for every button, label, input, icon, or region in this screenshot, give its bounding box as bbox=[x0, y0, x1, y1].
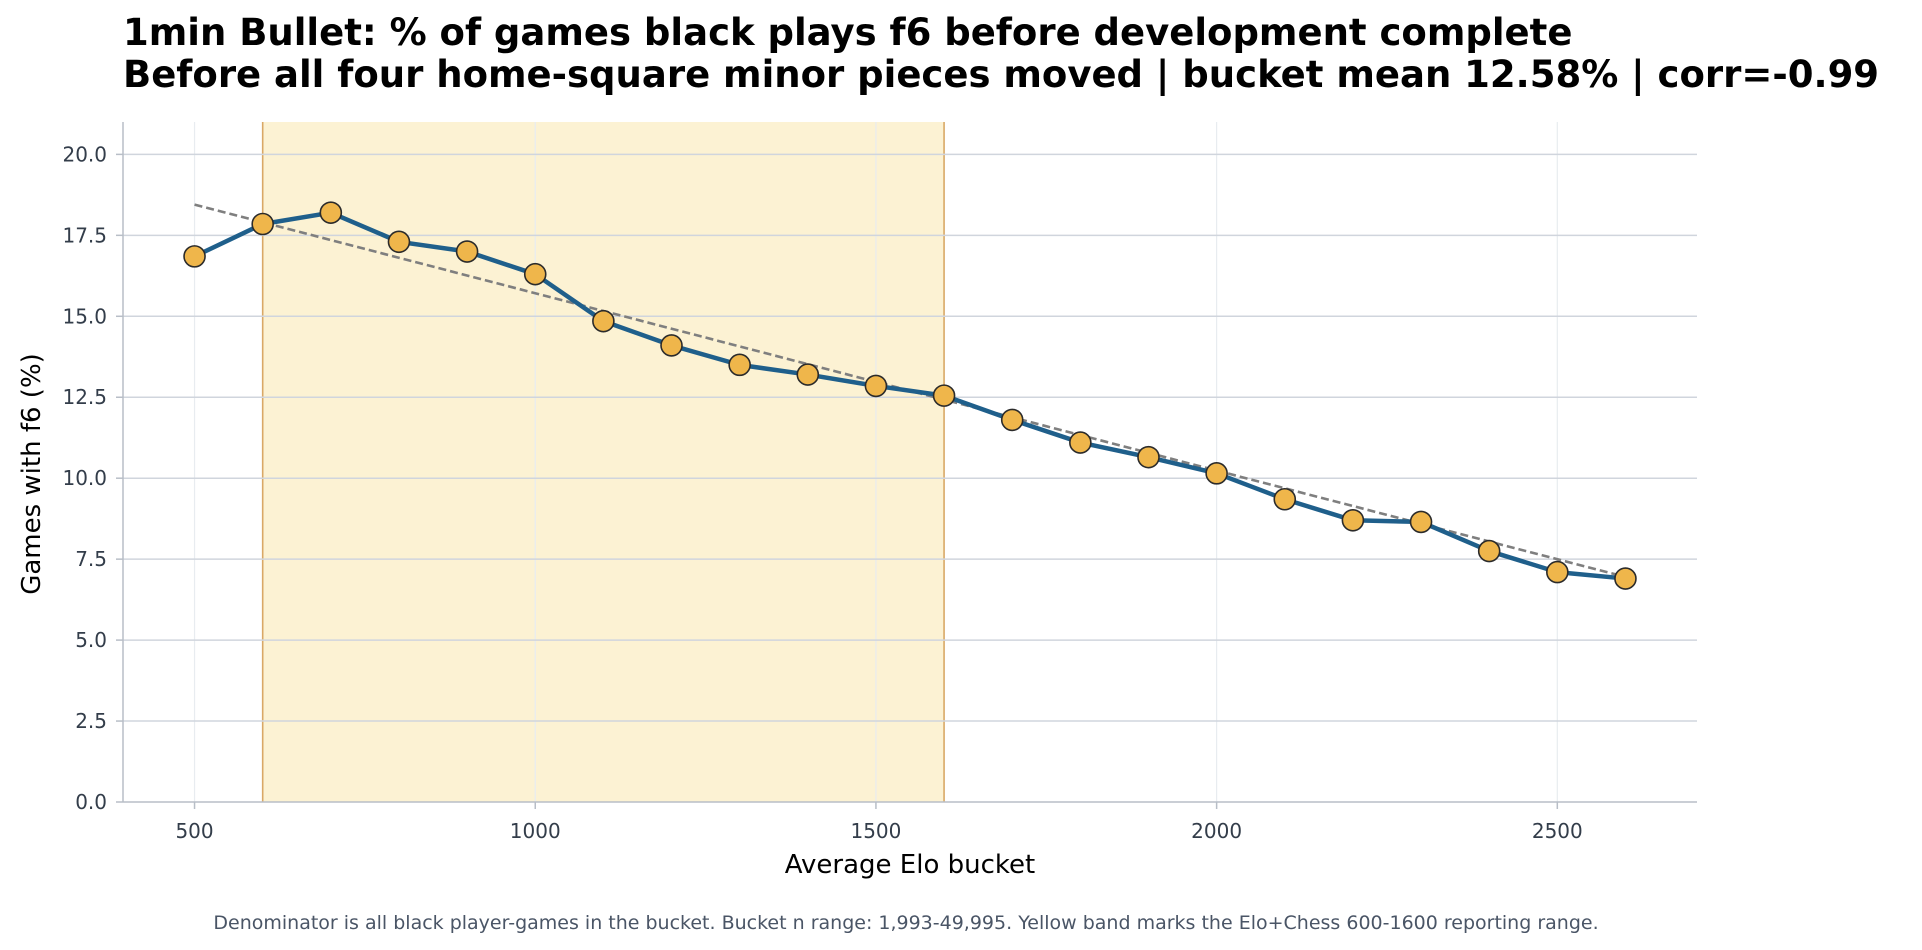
x-axis-label: Average Elo bucket bbox=[785, 850, 1035, 880]
data-point bbox=[932, 384, 956, 407]
y-tick-label: 20.0 bbox=[62, 142, 107, 166]
data-point bbox=[387, 230, 411, 254]
y-tick-label: 15.0 bbox=[62, 304, 107, 328]
x-tick-label: 500 bbox=[175, 819, 213, 843]
highlight-band-layer bbox=[261, 122, 945, 802]
y-tick-label: 2.5 bbox=[75, 709, 107, 733]
data-point bbox=[592, 309, 615, 333]
data-point bbox=[455, 240, 479, 263]
series-line bbox=[192, 210, 1628, 581]
chart-subtitle: Before all four home-square minor pieces… bbox=[123, 53, 1879, 96]
chart-title: 1min Bullet: % of games black plays f6 b… bbox=[123, 11, 1572, 54]
data-point bbox=[864, 374, 888, 398]
data-point bbox=[1000, 408, 1024, 432]
y-tick-label: 17.5 bbox=[62, 223, 107, 247]
data-point bbox=[183, 245, 206, 268]
data-point bbox=[1546, 560, 1569, 584]
data-point bbox=[319, 201, 343, 224]
chart-footnote: Denominator is all black player-games in… bbox=[213, 912, 1598, 934]
data-point bbox=[796, 363, 820, 386]
data-point bbox=[1409, 510, 1433, 534]
tick-layer: 500 1000 1500 2000 2500 0.0 2.5 5.0 7.5 10.0 12.5 1… bbox=[62, 142, 1582, 843]
data-point bbox=[1137, 445, 1160, 469]
series-layer bbox=[192, 210, 1628, 581]
data-point bbox=[660, 334, 683, 357]
highlight-band bbox=[262, 122, 945, 802]
y-tick-label: 12.5 bbox=[62, 385, 107, 409]
x-tick-label: 1500 bbox=[850, 819, 901, 843]
data-point bbox=[1341, 508, 1365, 532]
data-point bbox=[1273, 487, 1297, 511]
y-tick-label: 5.0 bbox=[75, 628, 107, 652]
marker-layer bbox=[183, 201, 1637, 590]
plot-area: 500 1000 1500 2000 2500 0.0 2.5 5.0 7.5 10.0 12.5 1… bbox=[62, 122, 1697, 843]
data-point bbox=[1069, 431, 1092, 454]
y-tick-label: 0.0 bbox=[75, 790, 107, 814]
y-tick-label: 7.5 bbox=[75, 547, 107, 571]
data-point bbox=[251, 212, 274, 236]
x-tick-label: 2500 bbox=[1532, 819, 1583, 843]
x-tick-label: 1000 bbox=[510, 819, 561, 843]
data-point bbox=[1205, 462, 1228, 485]
y-axis-label: Games with f6 (%) bbox=[17, 353, 47, 595]
x-tick-label: 2000 bbox=[1191, 819, 1242, 843]
y-tick-label: 10.0 bbox=[62, 466, 107, 490]
data-point bbox=[1614, 567, 1637, 590]
data-point bbox=[1477, 539, 1501, 563]
data-point bbox=[728, 353, 751, 377]
data-point bbox=[523, 262, 547, 286]
